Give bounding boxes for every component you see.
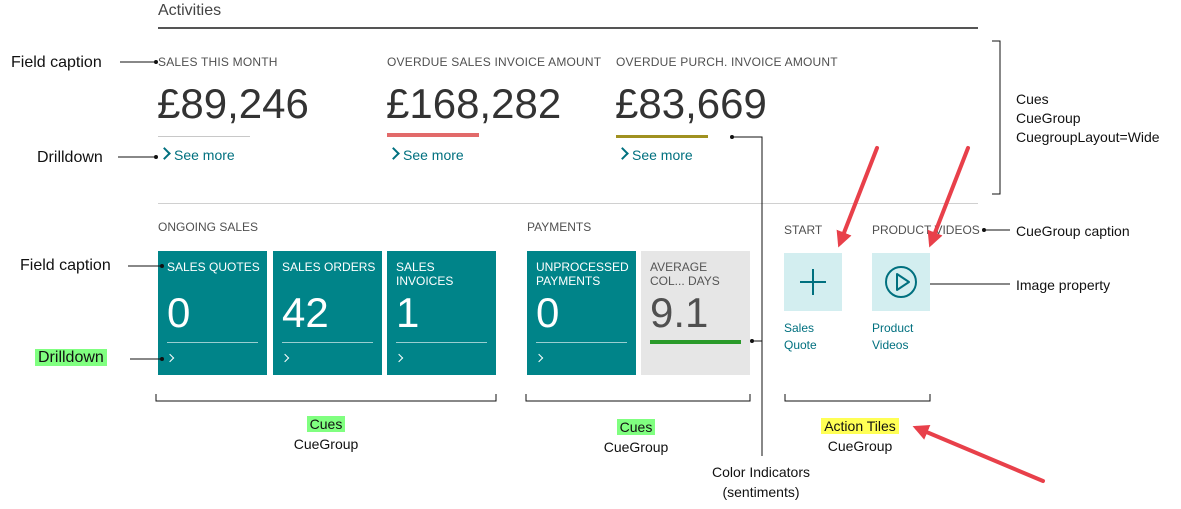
action-label-line: Product (872, 321, 914, 335)
tile-divider (167, 342, 258, 343)
action-label-line: Videos (872, 338, 909, 352)
annotation-line: CuegroupLayout=Wide (1016, 129, 1160, 145)
tile-sales-invoices[interactable]: SALES INVOICES 1 (387, 251, 496, 375)
annotation-field-caption-mid: Field caption (20, 257, 111, 274)
action-tile-sales-quote[interactable] (784, 253, 842, 311)
bracket-ongoing-sales (155, 394, 497, 402)
chevron-right-icon (534, 353, 544, 363)
annotation-cues-wide: Cues CueGroup CuegroupLayout=Wide (1016, 90, 1160, 147)
tile-value: 9.1 (650, 289, 709, 336)
cuegroup-caption-start: START (784, 223, 823, 237)
chevron-right-icon (165, 353, 175, 363)
annotation-highlight: Action Tiles (821, 418, 899, 434)
cue-value-overdue-sales[interactable]: £168,282 (386, 80, 562, 127)
tile-caption: UNPROCESSED PAYMENTS (536, 260, 629, 288)
annotation-cues-payments: Cues CueGroup (598, 417, 674, 457)
tile-average-collection-days[interactable]: AVERAGE COL... DAYS 9.1 (641, 251, 750, 375)
cue-indicator-sales-this-month (158, 136, 250, 137)
annotation-line: Cues (1016, 91, 1049, 107)
tile-divider (396, 342, 487, 343)
annotation-action-tiles: Action Tiles CueGroup (805, 416, 915, 456)
tile-caption: SALES QUOTES (167, 260, 260, 274)
tile-value: 0 (536, 289, 560, 336)
bracket-action-tiles (784, 394, 931, 402)
annotation-line: Color Indicators (711, 464, 811, 480)
chevron-right-icon (387, 147, 400, 160)
chevron-right-icon (158, 147, 171, 160)
annotation-cues-ongoing: Cues CueGroup (288, 414, 364, 454)
tile-sales-quotes[interactable]: SALES QUOTES 0 (158, 251, 267, 375)
annotation-line: CueGroup (603, 439, 669, 455)
action-tile-product-videos[interactable] (872, 253, 930, 311)
see-more-label: See more (403, 147, 464, 163)
activities-title: Activities (158, 2, 222, 19)
tile-value: 0 (167, 289, 191, 336)
cuegroup-caption-product-videos: PRODUCT VIDEOS (872, 223, 980, 237)
cuegroup-caption-payments: PAYMENTS (527, 220, 592, 234)
action-label-line: Quote (784, 338, 817, 352)
see-more-link-overdue-sales[interactable]: See more (387, 147, 464, 163)
annotation-line: (sentiments) (722, 484, 800, 500)
cue-caption-sales-this-month: SALES THIS MONTH (158, 55, 278, 69)
annotation-highlight: Cues (306, 416, 346, 432)
cue-value-sales-this-month[interactable]: £89,246 (157, 80, 309, 127)
bracket-payments (525, 394, 751, 402)
tile-caption: SALES ORDERS (282, 260, 376, 274)
cue-indicator-overdue-sales (387, 133, 479, 137)
action-label-line: Sales (784, 321, 815, 335)
chevron-right-icon (394, 353, 404, 363)
see-more-link-sales-this-month[interactable]: See more (158, 147, 235, 163)
annotation-highlight: Cues (616, 419, 656, 435)
title-underline (158, 27, 978, 29)
tile-caption: SALES INVOICES (396, 260, 454, 288)
annotation-field-caption-top: Field caption (11, 54, 102, 71)
action-label-sales-quote[interactable]: Sales Quote (784, 320, 817, 354)
annotation-line: CueGroup (827, 438, 893, 454)
cue-value-overdue-purch[interactable]: £83,669 (615, 80, 767, 127)
tile-divider (282, 342, 373, 343)
chevron-right-icon (616, 147, 629, 160)
plus-icon (800, 269, 826, 295)
tile-sales-orders[interactable]: SALES ORDERS 42 (273, 251, 382, 375)
annotation-line: CueGroup (1016, 110, 1081, 126)
tile-divider (536, 342, 627, 343)
play-circle-icon (885, 266, 917, 298)
section-divider (158, 203, 978, 204)
annotation-drilldown-top: Drilldown (37, 149, 103, 166)
annotation-cuegroup-caption: CueGroup caption (1016, 223, 1130, 239)
cuegroup-caption-ongoing-sales: ONGOING SALES (158, 220, 259, 234)
chevron-right-icon (280, 353, 290, 363)
action-label-product-videos[interactable]: Product Videos (872, 320, 913, 354)
annotation-color-indicators: Color Indicators (sentiments) (698, 462, 824, 502)
see-more-label: See more (632, 147, 693, 163)
tile-color-indicator (650, 340, 741, 344)
cue-indicator-overdue-purch (616, 135, 708, 138)
cue-caption-overdue-sales: OVERDUE SALES INVOICE AMOUNT (387, 55, 602, 69)
annotation-drilldown-mid: Drilldown (35, 349, 107, 367)
bracket-wide-cues (992, 40, 1001, 195)
arrow-icon (912, 424, 1045, 483)
tile-value: 1 (396, 289, 420, 336)
tile-value: 42 (282, 289, 329, 336)
cue-caption-overdue-purch: OVERDUE PURCH. INVOICE AMOUNT (616, 55, 838, 69)
see-more-link-overdue-purch[interactable]: See more (616, 147, 693, 163)
annotation-highlight: Drilldown (35, 349, 107, 366)
annotation-image-property: Image property (1016, 277, 1111, 293)
see-more-label: See more (174, 147, 235, 163)
annotation-line: CueGroup (293, 436, 359, 452)
tile-unprocessed-payments[interactable]: UNPROCESSED PAYMENTS 0 (527, 251, 636, 375)
tile-caption: AVERAGE COL... DAYS (650, 260, 720, 288)
